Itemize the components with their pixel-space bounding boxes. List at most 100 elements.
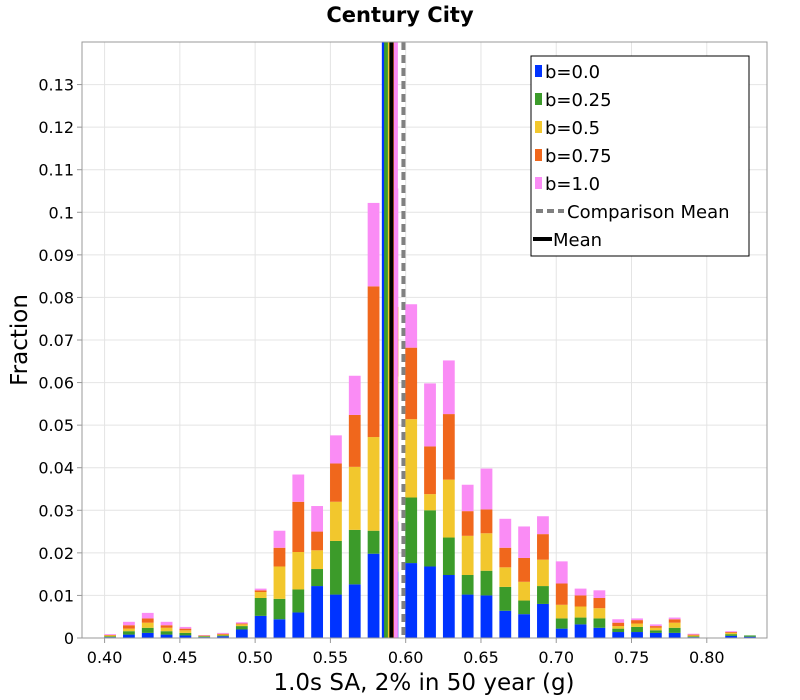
chart-title: Century City: [326, 3, 474, 27]
bar-segment-b-1-0: [612, 619, 625, 623]
bar-segment-b-1-0: [518, 526, 531, 558]
bar-segment-b-0-25: [424, 510, 436, 567]
bar-segment-b-0-75: [273, 547, 286, 567]
y-tick-label: 0.12: [38, 118, 74, 137]
legend-label: b=1.0: [545, 174, 600, 195]
bar-segment-b-0-0: [424, 566, 436, 638]
bar-segment-b-1-0: [217, 632, 229, 634]
bar-segment-b-0-75: [311, 531, 324, 551]
bar-segment-b-1-0: [537, 516, 549, 535]
bar-segment-b-0-5: [424, 494, 436, 511]
y-tick-label: 0: [64, 629, 74, 648]
legend-b-1-0: b=1.0: [535, 174, 600, 195]
legend-label: b=0.25: [545, 90, 612, 111]
y-tick-label: 0.06: [38, 374, 74, 393]
legend-comparison-mean: Comparison Mean: [536, 202, 730, 223]
bar-segment-b-0-25: [348, 529, 361, 585]
legend-b-0-75: b=0.75: [535, 146, 612, 167]
bar-segment-b-0-5: [273, 566, 286, 599]
bar-segment-b-0-25: [367, 530, 380, 554]
legend-label: b=0.0: [545, 62, 600, 83]
y-tick-label: 0.08: [38, 288, 74, 307]
bar-segment-b-0-0: [292, 612, 305, 638]
y-tick-label: 0.01: [38, 586, 74, 605]
bar-segment-b-0-5: [235, 624, 248, 627]
mean-lines: [381, 42, 406, 638]
bar-segment-b-0-75: [367, 286, 380, 438]
bar-segment-b-1-0: [499, 518, 512, 548]
legend-swatch: [535, 65, 542, 77]
bar-segment-b-0-75: [330, 463, 342, 502]
bar-segment-b-0-25: [631, 626, 643, 633]
bar-segment-b-1-0: [725, 631, 738, 633]
bar-segment-b-0-5: [179, 630, 192, 633]
bar-segment-b-0-25: [198, 636, 211, 638]
bar-segment-b-0-0: [311, 586, 324, 638]
bar-segment-b-0-25: [725, 634, 738, 636]
bar-segment-b-1-0: [461, 484, 474, 512]
legend-b-0-0: b=0.0: [535, 62, 600, 83]
bar-segment-b-0-25: [518, 600, 531, 615]
y-tick-label: 0.09: [38, 246, 74, 265]
bar-segment-b-0-0: [649, 632, 662, 638]
bar-segment-b-0-0: [442, 574, 455, 638]
bar-segment-b-0-0: [668, 632, 681, 638]
bar-segment-b-0-0: [593, 627, 606, 638]
bar-segment-b-0-5: [405, 419, 418, 498]
bar-segment-b-0-75: [555, 583, 568, 605]
legend-swatch: [535, 121, 542, 133]
bar-segment-b-0-0: [631, 632, 643, 638]
bar-segment-b-0-75: [593, 597, 606, 609]
bar-segment-b-0-0: [348, 584, 361, 638]
y-tick-label: 0.04: [38, 459, 74, 478]
y-tick-label: 0.07: [38, 331, 74, 350]
bar-segment-b-0-5: [292, 552, 305, 590]
bar-segment-b-0-75: [179, 628, 192, 631]
y-axis-ticks: 0 0.01 0.02 0.03 0.04 0.05 0.06 0.07 0.08 0.09 0.1…: [38, 76, 82, 648]
bar-segment-b-0-25: [330, 540, 342, 595]
bar-segment-b-0-0: [367, 553, 380, 638]
bar-segment-b-0-5: [631, 623, 643, 627]
bar-segment-b-0-75: [292, 501, 305, 553]
bar-segment-b-0-0: [612, 632, 625, 638]
bar-segment-b-0-75: [424, 446, 436, 495]
bar-segment-b-0-25: [537, 586, 549, 604]
bar-segment-b-0-0: [123, 634, 135, 638]
y-tick-label: 0.11: [38, 161, 74, 180]
x-axis-label: 1.0s SA, 2% in 50 year (g): [273, 670, 574, 696]
legend-label: b=0.75: [545, 146, 612, 167]
x-tick-label: 0.40: [87, 648, 123, 667]
bar-segment-b-1-0: [141, 612, 154, 619]
bar-segment-b-0-0: [254, 615, 267, 638]
bar-segment-b-1-0: [424, 383, 436, 447]
bar-segment-b-0-25: [273, 598, 286, 620]
bar-segment-b-0-5: [442, 479, 455, 538]
legend-label: Comparison Mean: [567, 202, 730, 223]
y-axis-label: Fraction: [7, 294, 33, 386]
bar-segment-b-0-75: [631, 620, 643, 624]
bar-segment-b-0-5: [367, 437, 380, 531]
bar-segment-b-1-0: [593, 590, 606, 598]
x-axis-ticks: 0.40 0.45 0.50 0.55 0.60 0.65 0.70 0.75 0.80: [87, 638, 725, 667]
bar-segment-b-1-0: [104, 634, 117, 636]
bar-segment-b-0-25: [179, 632, 192, 636]
bar-segment-b-1-0: [687, 633, 700, 635]
bar-segment-b-1-0: [367, 202, 380, 287]
bar-segment-b-1-0: [442, 360, 455, 415]
bar-segment-b-0-0: [555, 628, 568, 638]
bar-segment-b-0-75: [217, 633, 229, 635]
bar-segment-b-0-75: [499, 547, 512, 568]
bar-segment-b-1-0: [123, 621, 135, 626]
bar-segment-b-1-0: [348, 375, 361, 415]
bar-segment-b-1-0: [292, 474, 305, 502]
y-tick-label: 0.02: [38, 544, 74, 563]
bar-segment-b-1-0: [668, 617, 681, 620]
bar-segment-b-0-25: [235, 626, 248, 630]
bar-segment-b-0-5: [593, 608, 606, 619]
bar-segment-b-0-5: [160, 627, 173, 632]
legend: b=0.0 b=0.25 b=0.5 b=0.75 b=1.0 Comparison Me…: [530, 55, 750, 257]
bar-segment-b-0-5: [123, 628, 135, 632]
bar-segment-b-0-75: [254, 590, 267, 593]
bar-segment-b-0-5: [668, 622, 681, 628]
